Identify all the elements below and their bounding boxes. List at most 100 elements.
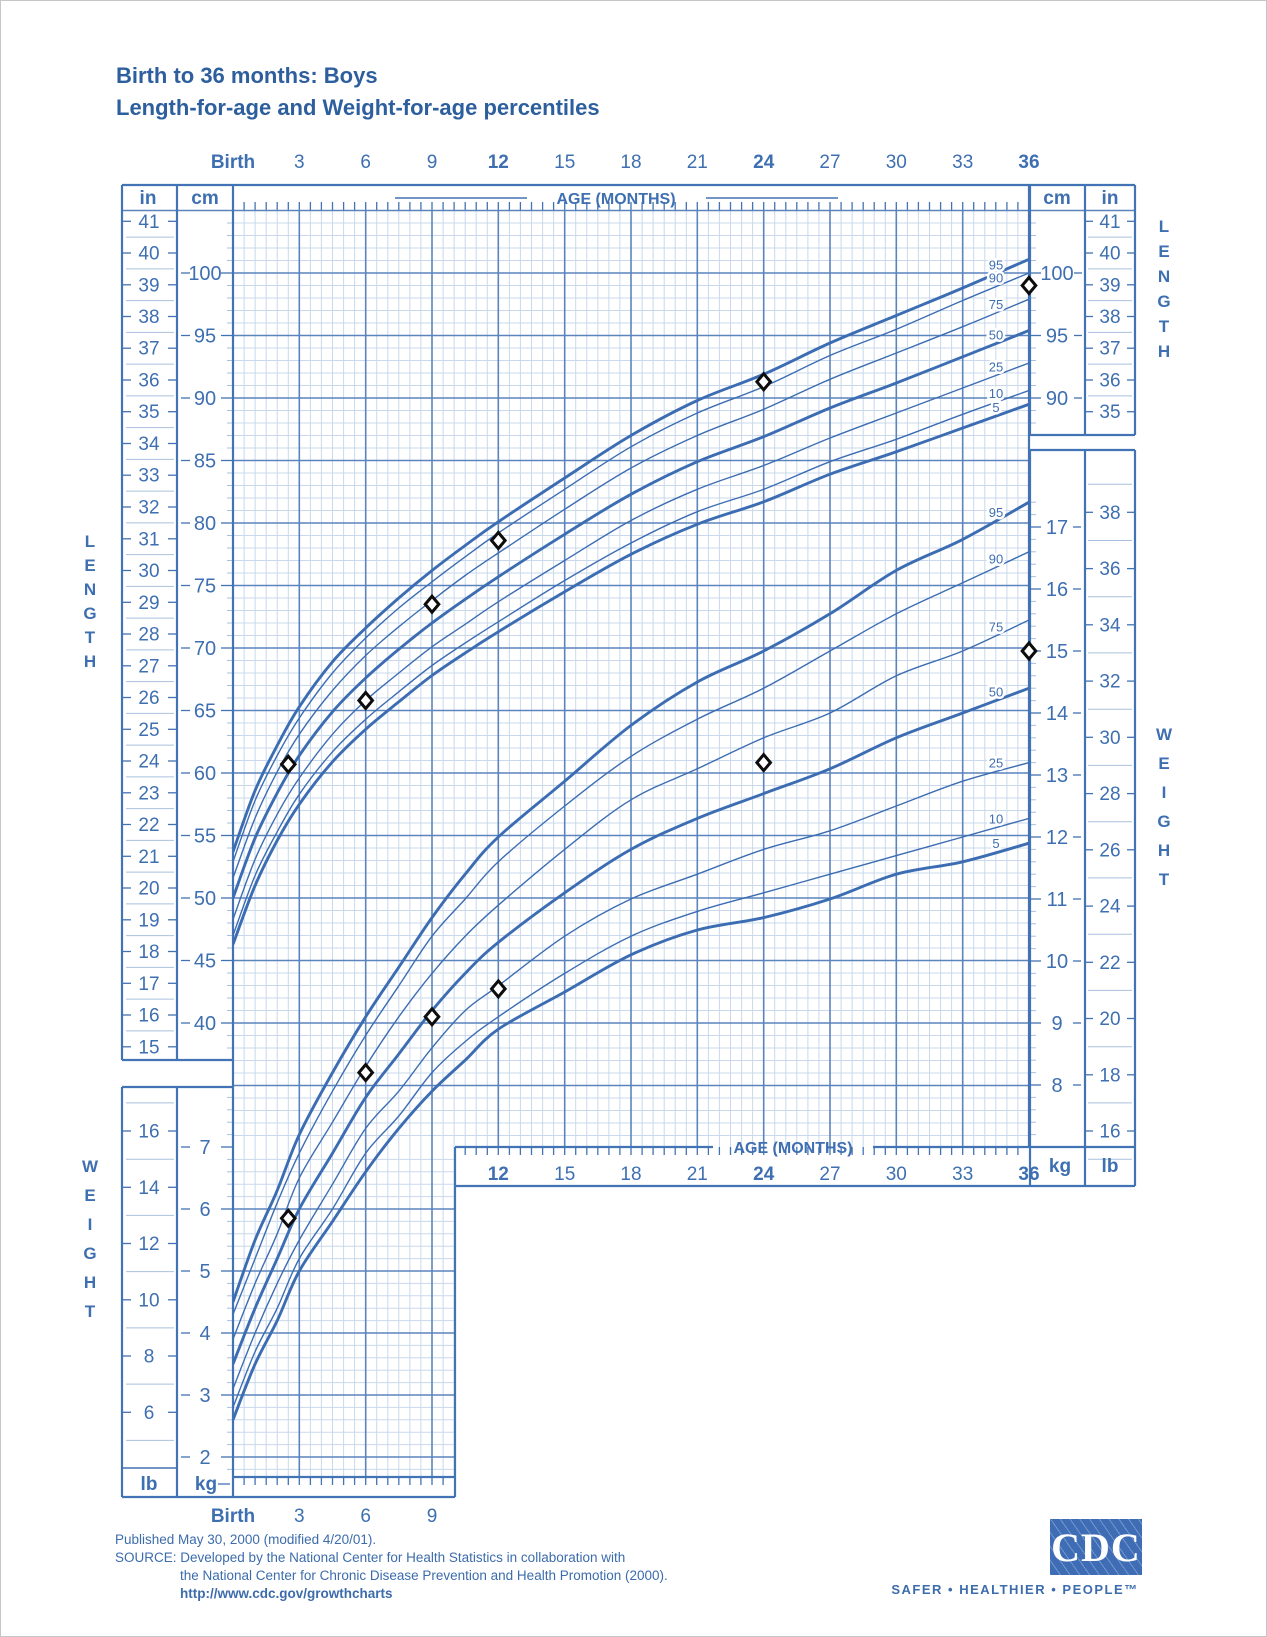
left-in-34: 34 [138,434,160,455]
right-in-41: 41 [1099,212,1120,233]
right-lb-36: 36 [1099,559,1120,580]
top-age-label-12: 12 [488,152,509,173]
left-in-24: 24 [138,752,160,773]
left-in-32: 32 [138,498,159,519]
length-percentile-label-90: 90 [989,271,1003,286]
patient-length-point-12mo [489,530,508,551]
weight-percentile-curve-50 [233,686,1029,1365]
top-age-label-3: 3 [294,152,305,173]
mid-age-label-33: 33 [952,1164,973,1185]
left-in-22: 22 [138,815,159,836]
left-weight-caption-letter-E: E [84,1186,95,1205]
right-kg-13: 13 [1046,765,1068,787]
left-in-31: 31 [138,529,159,550]
left-cm-unit: cm [191,188,218,209]
right-length-caption-letter-H: H [1158,342,1170,361]
left-cm-50: 50 [194,888,216,910]
mid-age-label-15: 15 [554,1164,575,1185]
left-in-15: 15 [138,1037,159,1058]
length-percentile-label-10: 10 [989,386,1003,401]
weight-percentile-curve-90 [233,551,1029,1315]
right-cm-unit: cm [1043,188,1070,209]
left-cm-90: 90 [194,388,216,410]
top-age-label-21: 21 [687,152,708,173]
left-in-27: 27 [138,656,159,677]
left-cm-95: 95 [194,326,216,348]
left-in-26: 26 [138,688,159,709]
plot-grid-major [233,210,1029,1477]
left-cm-55: 55 [194,826,216,848]
top-age-label-36: 36 [1018,152,1039,173]
source-line: SOURCE: Developed by the National Center… [115,1550,626,1565]
patient-weight-point-9mo [423,1006,441,1028]
patient-weight-points [279,640,1038,1229]
weight-percentile-curve-10 [233,817,1029,1408]
left-in-unit: in [140,188,157,209]
right-cm-90: 90 [1046,388,1068,410]
left-lb-12: 12 [138,1234,159,1255]
bottom-age-label-3: 3 [294,1506,305,1527]
right-lb-28: 28 [1099,784,1120,805]
weight-percentile-curve-5 [233,841,1029,1421]
right-in-35: 35 [1099,402,1120,423]
left-in-25: 25 [138,720,159,741]
length-percentile-curves [233,257,1029,945]
top-age-label-24: 24 [753,152,775,173]
length-percentile-label-75: 75 [989,297,1003,312]
left-lb-8: 8 [144,1347,155,1368]
right-in-36: 36 [1099,371,1120,392]
patient-length-point-6mo [356,690,375,711]
growthcharts-url: http://www.cdc.gov/growthcharts [180,1586,393,1601]
right-cm-95: 95 [1046,326,1068,348]
top-age-label-Birth: Birth [211,152,255,173]
left-cm-45: 45 [194,951,216,973]
right-lb-16: 16 [1099,1122,1120,1143]
right-weight-caption-letter-G: G [1157,812,1170,831]
length-percentile-curve-10 [233,389,1029,936]
mid-age-label-36: 36 [1018,1164,1039,1185]
mid-age-label-30: 30 [886,1164,907,1185]
right-kg-unit: kg [1049,1156,1071,1177]
length-percentile-curve-95 [233,257,1029,853]
left-in-33: 33 [138,466,159,487]
bottom-kg-4: 4 [199,1323,210,1345]
bottom-age-label-6: 6 [360,1506,371,1527]
weight-percentile-label-10: 10 [989,811,1003,826]
length-percentile-label-5: 5 [992,400,999,415]
patient-weight-point-36mo [1020,640,1038,662]
right-in-unit: in [1102,188,1119,209]
top-age-label-15: 15 [554,152,575,173]
chart-title-line2: Length-for-age and Weight-for-age percen… [116,95,600,120]
cdc-tagline: SAFER • HEALTHIER • PEOPLE™ [891,1582,1139,1597]
right-lb-18: 18 [1099,1065,1120,1086]
left-in-21: 21 [138,847,159,868]
left-in-16: 16 [138,1006,159,1027]
right-weight-caption-letter-I: I [1162,783,1167,802]
mid-age-label-18: 18 [620,1164,641,1185]
patient-weight-point-24mo [754,752,773,773]
left-weight-caption-letter-H: H [84,1273,96,1292]
left-length-caption-letter-G: G [83,604,96,623]
left-cm-80: 80 [194,513,216,535]
top-age-label-33: 33 [952,152,973,173]
right-length-caption-letter-N: N [1158,267,1170,286]
weight-percentile-curve-75 [233,619,1029,1340]
right-lb-24: 24 [1099,897,1121,918]
left-cm-65: 65 [194,701,216,723]
left-in-40: 40 [138,244,159,265]
left-in-36: 36 [138,371,159,392]
bottom-kg-2: 2 [199,1447,210,1469]
source-line-2: the National Center for Chronic Disease … [180,1568,668,1583]
mid-age-label-12: 12 [488,1164,509,1185]
patient-length-point-2.5mo [279,753,298,775]
bottom-kg-5: 5 [199,1261,210,1283]
right-kg-16: 16 [1046,579,1068,601]
top-age-label-27: 27 [819,152,840,173]
left-cm-40: 40 [194,1013,216,1035]
right-lb-22: 22 [1099,953,1120,974]
published-line: Published May 30, 2000 (modified 4/20/01… [115,1532,377,1547]
mid-age-label-21: 21 [687,1164,708,1185]
right-weight-caption-letter-W: W [1156,725,1173,744]
